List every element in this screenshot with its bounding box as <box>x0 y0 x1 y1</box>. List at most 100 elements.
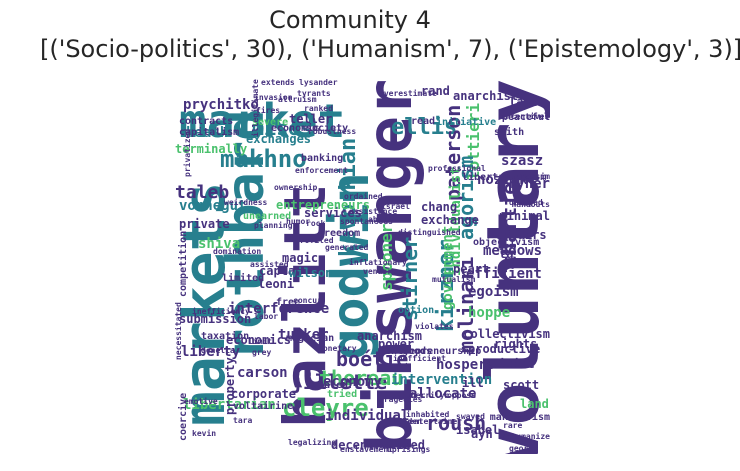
cloud-word: ranked <box>304 104 333 113</box>
cloud-word: initiative <box>436 117 497 128</box>
cloud-word: extends <box>261 79 295 87</box>
cloud-word: lysander <box>299 79 338 87</box>
cloud-word: private <box>179 217 230 231</box>
cloud-word: capitalism <box>179 127 240 138</box>
cloud-word: economic <box>271 123 320 134</box>
cloud-word: tucker <box>278 327 329 343</box>
cloud-word: walden <box>393 417 422 426</box>
cloud-word: carson <box>237 365 288 381</box>
cloud-word: magic <box>282 251 319 265</box>
cloud-word: affairs <box>496 228 547 242</box>
cloud-word: swayed <box>456 412 485 421</box>
cloud-word: domination <box>213 247 262 256</box>
cloud-word: privatized <box>183 128 192 177</box>
cloud-word: wilson <box>289 266 333 280</box>
cloud-word: heath <box>186 125 229 141</box>
cloud-word: monetary <box>318 344 357 353</box>
cloud-word: ownership <box>274 183 318 192</box>
cloud-word: libertarian <box>183 397 276 413</box>
cloud-word: exchanges <box>246 132 312 146</box>
cloud-word: tara <box>233 416 253 425</box>
cloud-word: teller <box>289 112 333 126</box>
cloud-word: inefficiency <box>192 307 250 316</box>
cloud-word: ill <box>462 376 484 390</box>
cloud-word: weirdness <box>224 198 268 207</box>
cloud-word: spontaneous <box>340 217 393 226</box>
cloud-word: kevin <box>192 429 217 438</box>
word-cloud: voluntary binswanger markets hazlitt rothbar… <box>175 79 550 454</box>
cloud-word: donella <box>201 346 235 355</box>
cloud-word: uprisings <box>387 445 431 454</box>
cloud-word: vendors <box>363 267 397 276</box>
cloud-word: isabel <box>456 423 500 437</box>
cloud-word: amateur <box>312 380 355 391</box>
cloud-word: israel <box>381 202 410 211</box>
cloud-word: rare <box>503 421 523 430</box>
cloud-word: inflationary <box>349 258 407 267</box>
cloud-word: suicide <box>484 357 535 371</box>
cloud-word: concur <box>293 296 322 305</box>
cloud-word: liberty <box>181 344 241 360</box>
cloud-word: anarchist <box>453 89 519 103</box>
cloud-word: mutualism <box>432 275 476 284</box>
cloud-word: rand <box>421 84 450 98</box>
cloud-word: smith <box>494 127 525 138</box>
cloud-word: professional <box>428 164 486 173</box>
cloud-word: corporate <box>231 387 297 401</box>
cloud-word: planning <box>254 221 293 230</box>
cloud-word: option <box>398 305 435 316</box>
cloud-word: egoism <box>468 284 519 300</box>
cloud-word: szasz <box>501 153 544 169</box>
cloud-word: roush <box>426 411 487 435</box>
cloud-word: intervention <box>391 372 493 388</box>
cloud-word: limited <box>222 273 265 284</box>
cloud-word: hospers <box>436 357 496 373</box>
cloud-word: read <box>411 116 436 127</box>
cloud-word: overestimate <box>379 89 437 98</box>
cloud-word: assistance <box>349 207 398 216</box>
cloud-word: damaged <box>509 198 543 207</box>
cloud-word: peart <box>453 262 490 276</box>
cloud-word: economics <box>226 333 292 347</box>
cloud-word: rights <box>494 337 538 351</box>
cloud-word: minimal <box>499 209 550 223</box>
cloud-word: tyrants <box>297 89 331 98</box>
cloud-word: market <box>179 94 346 148</box>
cloud-word: free <box>276 297 301 308</box>
cloud-word: goods <box>402 346 433 357</box>
cloud-word: enforcement <box>295 166 348 175</box>
cloud-word: tragedies <box>379 395 423 404</box>
cloud-word: meadows <box>483 243 543 259</box>
cloud-word: handouts <box>511 200 550 209</box>
cloud-word: labor <box>254 312 279 321</box>
cloud-word: services <box>304 206 362 220</box>
cloud-word: ryner <box>507 176 550 192</box>
cloud-word: vonnegut <box>179 198 247 214</box>
cloud-word: humor <box>286 217 311 226</box>
cloud-word: anarchism <box>357 329 423 343</box>
cloud-word: limit <box>248 337 273 346</box>
cloud-word: society <box>306 123 349 134</box>
cloud-word: abide <box>368 215 393 224</box>
cloud-word: oppose <box>447 391 476 400</box>
cloud-word: assisted <box>250 260 289 269</box>
cloud-word: dehumanize <box>501 432 550 441</box>
cloud-word: productive <box>468 342 541 356</box>
figure-title-line-2: [('Socio-politics', 30), ('Humanism', 7)… <box>40 35 740 63</box>
cloud-word: grey <box>252 348 272 357</box>
cloud-word: thoreau <box>319 366 404 390</box>
cloud-word: scott <box>503 378 540 392</box>
cloud-word: robustness <box>308 127 357 136</box>
cloud-word: altruism <box>278 95 317 104</box>
cloud-word: necessitated <box>175 302 183 360</box>
cloud-word: entertainer <box>409 417 462 426</box>
cloud-word: fires <box>256 106 281 115</box>
cloud-word: cleyre <box>282 394 369 422</box>
cloud-word: chang <box>421 200 458 214</box>
cloud-word: efficient <box>466 266 542 282</box>
cloud-word: lane <box>509 95 538 109</box>
cloud-word: taleb <box>175 182 230 203</box>
cloud-word: legalizing <box>288 438 337 447</box>
cloud-word: severe <box>252 117 289 128</box>
cloud-word: interference <box>228 301 330 317</box>
